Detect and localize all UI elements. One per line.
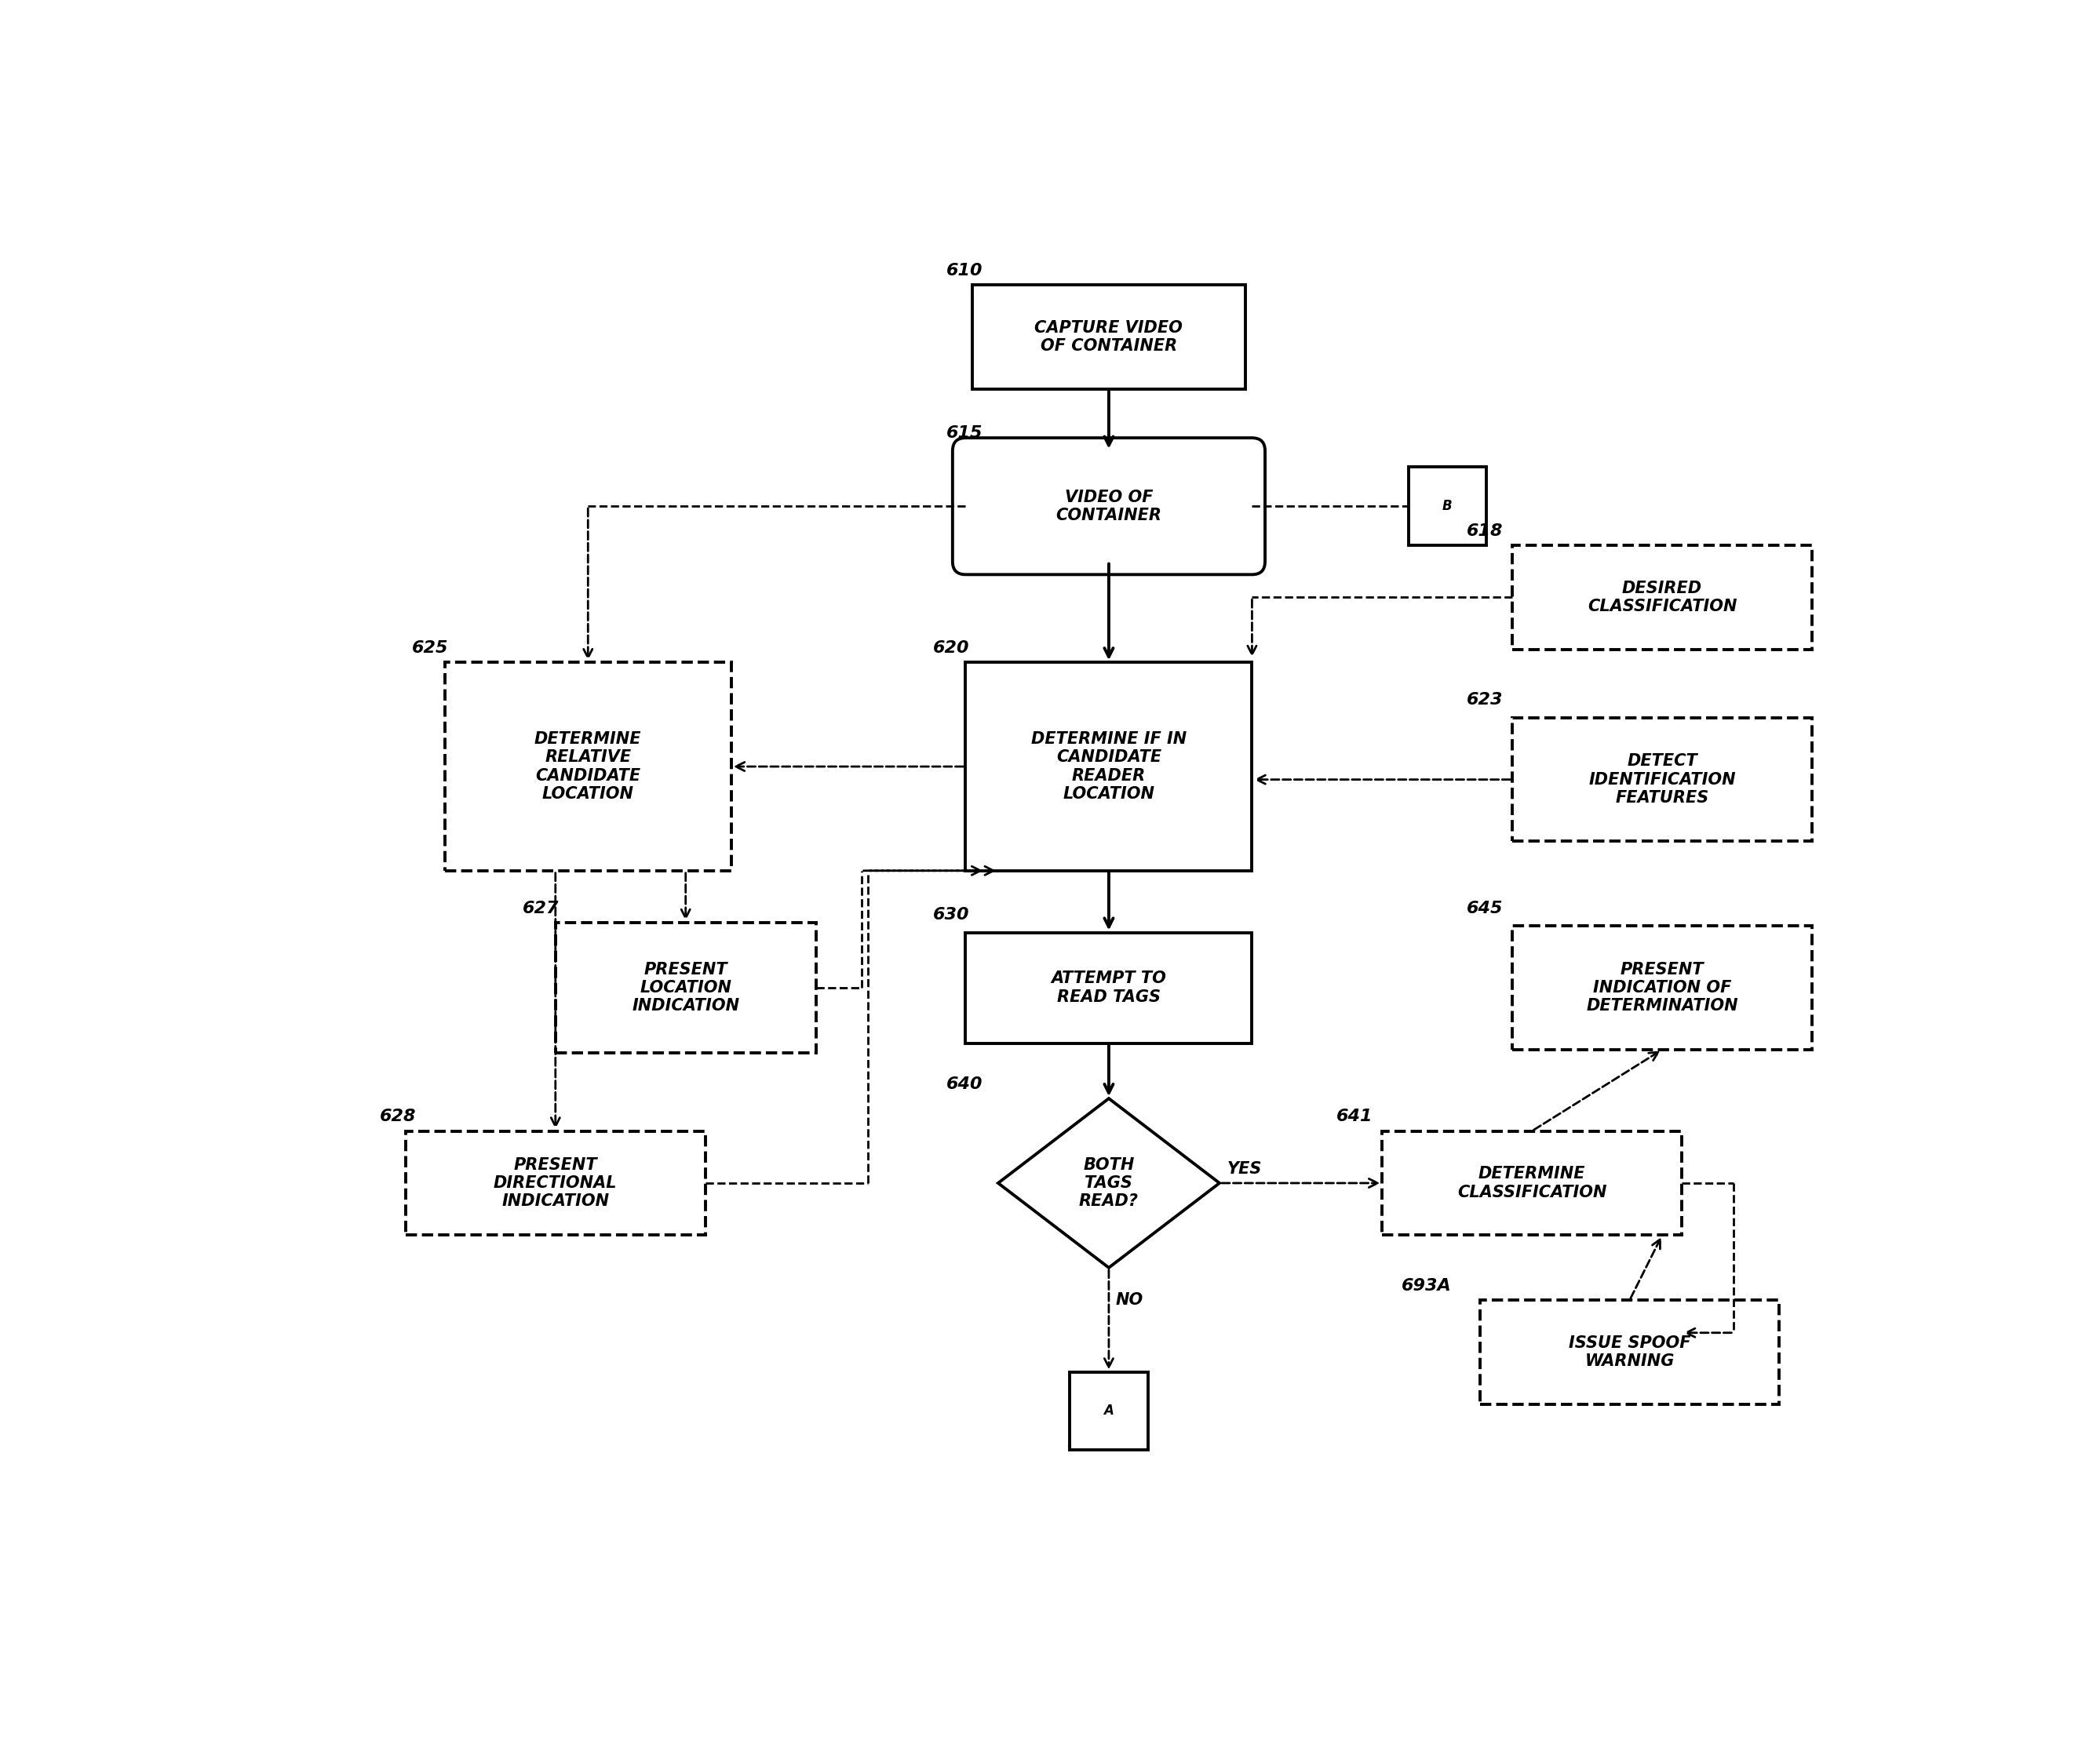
Bar xyxy=(405,1131,706,1235)
Text: PRESENT
INDICATION OF
DETERMINATION: PRESENT INDICATION OF DETERMINATION xyxy=(1586,962,1739,1014)
Text: 610: 610 xyxy=(945,262,983,278)
Bar xyxy=(1409,467,1487,545)
Text: NO: NO xyxy=(1115,1292,1142,1308)
Text: 620: 620 xyxy=(932,641,970,657)
Text: 623: 623 xyxy=(1468,693,1504,709)
Text: 630: 630 xyxy=(932,907,970,922)
Text: PRESENT
LOCATION
INDICATION: PRESENT LOCATION INDICATION xyxy=(632,962,739,1014)
Bar xyxy=(1480,1301,1779,1403)
Text: PRESENT
DIRECTIONAL
INDICATION: PRESENT DIRECTIONAL INDICATION xyxy=(494,1157,617,1209)
Bar xyxy=(554,922,815,1053)
Bar xyxy=(966,933,1252,1044)
Bar xyxy=(1069,1372,1149,1450)
Text: YES: YES xyxy=(1226,1160,1262,1176)
Text: DETERMINE
CLASSIFICATION: DETERMINE CLASSIFICATION xyxy=(1457,1166,1606,1200)
Text: 625: 625 xyxy=(412,641,449,657)
Text: DETECT
IDENTIFICATION
FEATURES: DETECT IDENTIFICATION FEATURES xyxy=(1588,754,1737,806)
Text: DESIRED
CLASSIFICATION: DESIRED CLASSIFICATION xyxy=(1588,580,1737,615)
Text: ISSUE SPOOF
WARNING: ISSUE SPOOF WARNING xyxy=(1569,1336,1691,1369)
Text: 628: 628 xyxy=(380,1108,416,1124)
Text: 640: 640 xyxy=(945,1077,983,1093)
Text: DETERMINE
RELATIVE
CANDIDATE
LOCATION: DETERMINE RELATIVE CANDIDATE LOCATION xyxy=(533,731,643,802)
Text: B: B xyxy=(1443,499,1453,512)
Text: ATTEMPT TO
READ TAGS: ATTEMPT TO READ TAGS xyxy=(1052,971,1166,1004)
Bar xyxy=(1512,926,1812,1049)
Text: 615: 615 xyxy=(945,426,983,441)
Text: A: A xyxy=(1105,1403,1113,1417)
Text: 645: 645 xyxy=(1468,900,1504,915)
Text: 641: 641 xyxy=(1338,1108,1373,1124)
Text: 618: 618 xyxy=(1468,523,1504,538)
Bar xyxy=(966,662,1252,870)
Bar xyxy=(972,285,1245,389)
Text: BOTH
TAGS
READ?: BOTH TAGS READ? xyxy=(1079,1157,1138,1209)
FancyBboxPatch shape xyxy=(953,438,1264,575)
Polygon shape xyxy=(998,1098,1220,1268)
Text: VIDEO OF
CONTAINER: VIDEO OF CONTAINER xyxy=(1056,490,1161,523)
Bar xyxy=(1382,1131,1682,1235)
Text: CAPTURE VIDEO
OF CONTAINER: CAPTURE VIDEO OF CONTAINER xyxy=(1035,320,1182,354)
Bar xyxy=(1512,545,1812,650)
Bar xyxy=(1512,717,1812,841)
Text: DETERMINE IF IN
CANDIDATE
READER
LOCATION: DETERMINE IF IN CANDIDATE READER LOCATIO… xyxy=(1031,731,1186,802)
Text: 627: 627 xyxy=(523,900,559,915)
Bar xyxy=(445,662,731,870)
Text: 693A: 693A xyxy=(1403,1278,1451,1294)
